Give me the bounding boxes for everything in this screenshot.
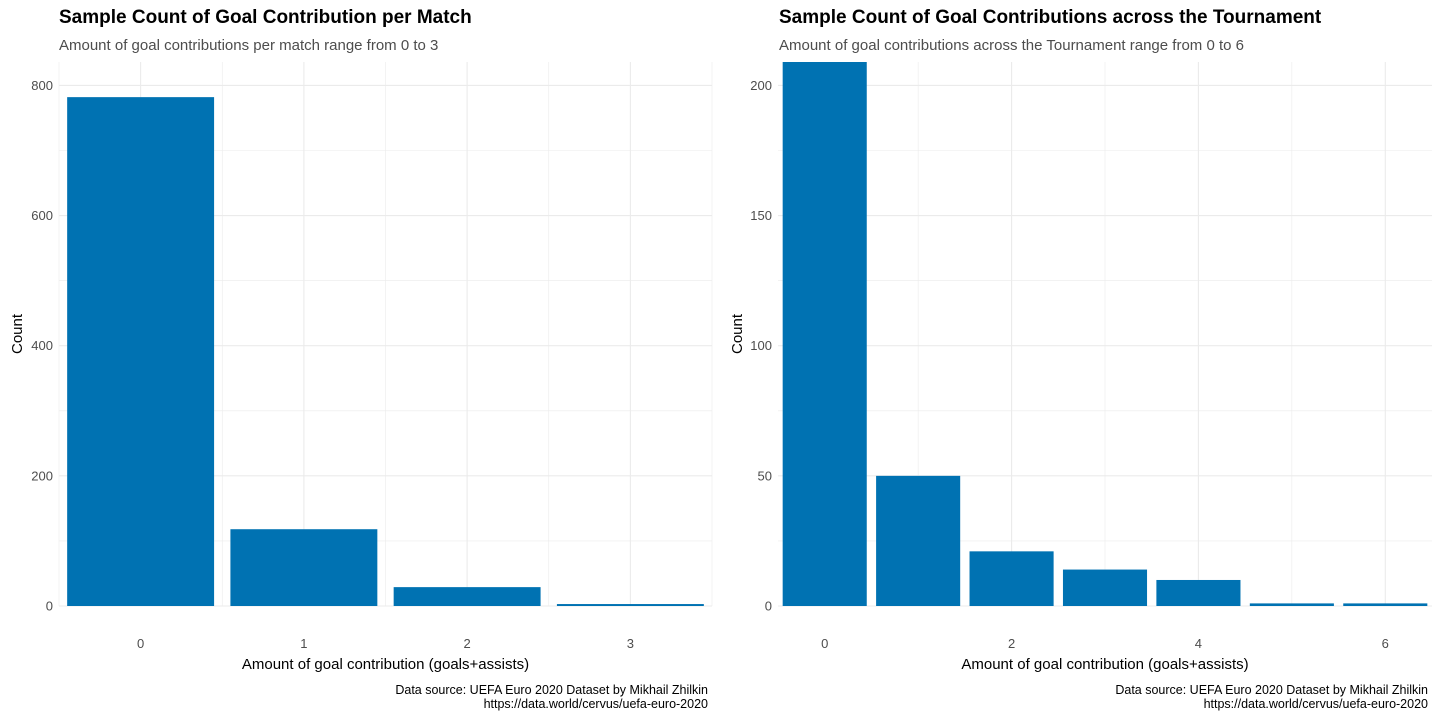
x-tick-label: 2 [464,636,471,651]
chart-caption: Data source: UEFA Euro 2020 Dataset by M… [1115,683,1428,711]
bar-6 [1343,603,1428,606]
x-tick-label: 0 [137,636,144,651]
y-tick-label: 800 [31,78,53,93]
x-tick-label: 3 [627,636,634,651]
chart-panel-goal-contribution-tournament: Sample Count of Goal Contributions acros… [720,0,1440,720]
bars [782,62,1428,606]
bar-5 [1249,603,1334,606]
x-tick-label: 2 [1008,636,1015,651]
x-tick-label: 6 [1382,636,1389,651]
chart-subtitle: Amount of goal contributions per match r… [59,37,439,54]
bars [67,97,704,606]
bar-1 [876,475,961,606]
chart-caption: Data source: UEFA Euro 2020 Dataset by M… [395,683,708,711]
caption-line-url: https://data.world/cervus/uefa-euro-2020 [1203,697,1428,711]
caption-line-url: https://data.world/cervus/uefa-euro-2020 [483,697,708,711]
x-tick-label: 1 [300,636,307,651]
y-tick-label: 200 [750,78,772,93]
y-tick-label: 100 [750,338,772,353]
y-tick-label: 200 [31,468,53,483]
x-tick-label: 4 [1195,636,1202,651]
chart-panel-goal-contribution-per-match: Sample Count of Goal Contribution per Ma… [9,7,713,711]
bar-chart-tournament: 0 50 100 150 200 0 2 4 6 Amount of goal contribut… [729,62,1432,673]
y-axis-title: Count [9,313,26,354]
bar-3 [1062,569,1148,606]
caption-line-source: Data source: UEFA Euro 2020 Dataset by M… [1115,683,1428,697]
y-tick-label: 400 [31,338,53,353]
y-tick-label: 0 [765,599,772,614]
bar-0 [67,97,215,606]
chart-title: Sample Count of Goal Contributions acros… [779,7,1322,28]
bar-2 [393,587,541,606]
bar-3 [556,604,704,606]
chart-title: Sample Count of Goal Contribution per Ma… [59,7,472,28]
bar-2 [969,551,1054,606]
y-tick-label: 50 [758,468,772,483]
bar-0 [782,62,867,606]
y-axis-title: Count [729,313,746,354]
chart-subtitle: Amount of goal contributions across the … [779,37,1244,54]
y-tick-label: 600 [31,208,53,223]
bar-1 [230,529,378,606]
x-axis-title: Amount of goal contribution (goals+assis… [242,656,529,673]
caption-line-source: Data source: UEFA Euro 2020 Dataset by M… [395,683,708,697]
y-tick-label: 150 [750,208,772,223]
y-tick-label: 0 [46,599,53,614]
bar-4 [1156,579,1241,606]
x-axis-title: Amount of goal contribution (goals+assis… [961,656,1248,673]
grid [778,62,1432,607]
bar-chart-per-match: 0 200 400 600 800 0 1 2 3 Amount of goal contribu… [9,62,713,673]
x-tick-label: 0 [821,636,828,651]
